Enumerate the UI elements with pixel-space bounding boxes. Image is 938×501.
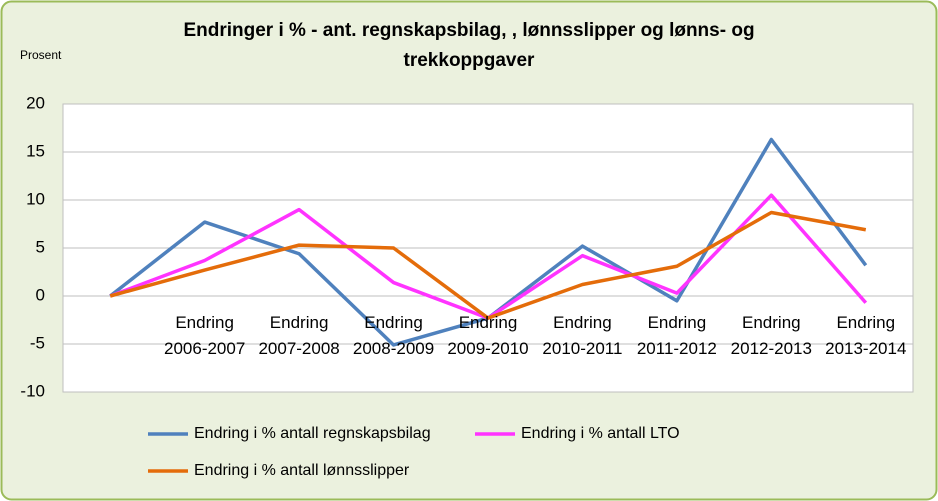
x-tick-label: Endring 2010-2011 bbox=[542, 313, 623, 358]
legend-label: Endring i % antall LTO bbox=[521, 425, 680, 442]
x-tick-label: Endring 2007-2008 bbox=[258, 313, 340, 358]
y-tick-label: -10 bbox=[20, 381, 45, 400]
y-axis-label: Prosent bbox=[20, 48, 62, 62]
x-tick-label: Endring 2013-2014 bbox=[825, 313, 907, 358]
y-tick-label: 5 bbox=[36, 237, 45, 256]
legend-label: Endring i % antall regnskapsbilag bbox=[194, 425, 431, 442]
y-tick-label: 20 bbox=[26, 93, 45, 112]
y-tick-label: 0 bbox=[36, 285, 45, 304]
chart-title: Endringer i % - ant. regnskapsbilag, , l… bbox=[183, 20, 755, 71]
y-tick-label: -5 bbox=[30, 333, 45, 352]
x-tick-label: Endring 2012-2013 bbox=[730, 313, 812, 358]
line-series bbox=[109, 210, 867, 320]
x-tick-label: Endring 2008-2009 bbox=[352, 313, 435, 358]
y-tick-label: 15 bbox=[26, 141, 45, 160]
x-tick-label: Endring 2006-2007 bbox=[164, 313, 246, 358]
x-tick-label: Endring 2011-2012 bbox=[636, 313, 717, 358]
y-tick-label: 10 bbox=[26, 189, 45, 208]
legend-label: Endring i % antall lønnsslipper bbox=[194, 462, 410, 479]
x-tick-label: Endring 2009-2010 bbox=[447, 313, 529, 358]
